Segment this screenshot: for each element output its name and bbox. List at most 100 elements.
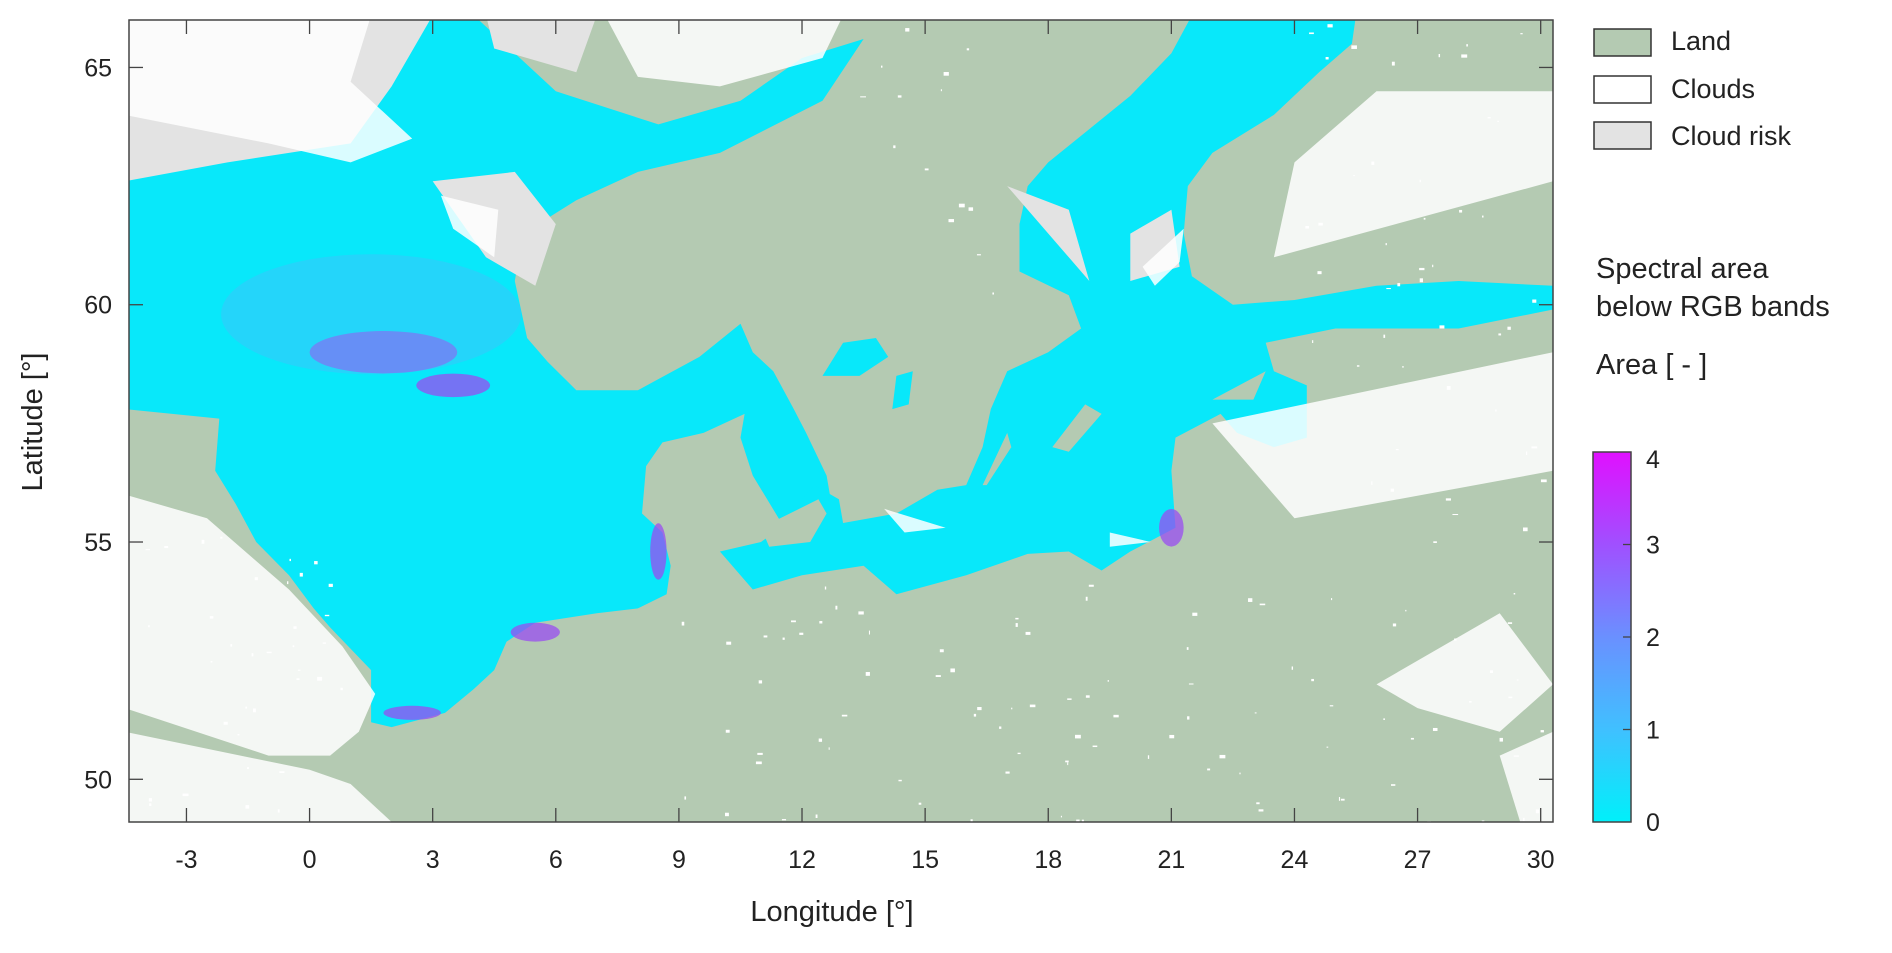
sea-region	[129, 20, 864, 728]
cloud-speck	[1256, 802, 1260, 805]
cloud-speck	[1499, 737, 1503, 742]
cloud-speck	[245, 805, 250, 809]
cloud-speck	[1397, 283, 1401, 287]
high-area-patch	[416, 373, 491, 398]
island	[1052, 404, 1102, 452]
island	[982, 432, 1012, 486]
cloud-region	[129, 20, 413, 163]
cloud-speck	[1508, 696, 1513, 699]
cloud-speck	[943, 72, 949, 76]
cloud-speck	[1327, 24, 1333, 28]
cloud-speck	[322, 642, 326, 644]
sea-region	[892, 371, 913, 410]
cloud-speck	[297, 669, 301, 671]
cloud-speck	[1523, 527, 1528, 532]
legend-label-clouds: Clouds	[1671, 74, 1755, 104]
legend: Land Clouds Cloud risk	[1593, 26, 1792, 151]
cloud-speck	[210, 661, 213, 663]
cloud-speck	[1329, 705, 1334, 707]
colorbar-label: Area [ - ]	[1596, 349, 1707, 381]
cloud-speck	[1239, 772, 1241, 775]
cloud-speck	[828, 747, 830, 750]
cloud-speck	[755, 761, 762, 765]
cloud-speck	[1446, 386, 1451, 390]
cloud-speck	[279, 771, 285, 773]
cloud-speck	[939, 649, 944, 653]
cloud-speck	[1085, 596, 1088, 601]
cloud-speck	[1466, 44, 1468, 47]
cloud-speck	[1075, 734, 1081, 739]
cloud-speck	[918, 802, 922, 805]
cloud-speck	[1535, 809, 1540, 814]
cloud-speck	[1067, 698, 1072, 700]
cloud-speck	[1461, 54, 1468, 58]
cloud-speck	[757, 752, 763, 755]
cloud-speck	[145, 549, 151, 551]
cloud-speck	[251, 653, 254, 657]
cloud-speck	[1219, 754, 1226, 759]
cloud-speck	[799, 632, 804, 635]
y-tick-label: 55	[84, 529, 112, 557]
cloud-speck	[1005, 771, 1010, 774]
cloud-speck	[1192, 612, 1198, 616]
cloud-speck	[977, 707, 982, 711]
high-area-patch	[309, 331, 458, 374]
cloud-speck	[1383, 718, 1385, 720]
cloud-region	[1142, 228, 1184, 286]
legend-label-cloud-risk: Cloud risk	[1671, 121, 1792, 151]
cloud-speck	[1410, 737, 1414, 740]
cloud-speck	[966, 48, 970, 51]
cloud-speck	[1025, 631, 1031, 635]
cloud-region	[1499, 731, 1553, 822]
x-tick-label: 3	[426, 846, 440, 874]
y-tick-label: 65	[84, 54, 112, 82]
legend-item-cloud-risk: Cloud risk	[1593, 121, 1792, 151]
cloud-speck	[340, 687, 343, 691]
cloud-speck	[1489, 670, 1494, 673]
cloud-speck	[1395, 448, 1399, 451]
cloud-speck	[1495, 409, 1497, 412]
cloud-speck	[328, 583, 333, 587]
cloud-speck	[970, 819, 973, 822]
cloud-speck	[1523, 817, 1525, 821]
cloud-speck	[220, 536, 223, 539]
colorbar-tick-label: 0	[1646, 809, 1660, 837]
cloud-speck	[819, 620, 823, 624]
cloud-speck	[860, 96, 866, 98]
cloud-speck	[684, 796, 687, 800]
cloud-region	[1109, 532, 1151, 547]
cloud-speck	[897, 95, 902, 98]
cloud-speck	[289, 558, 291, 562]
legend-swatch-cloud-risk	[1593, 121, 1652, 150]
cloud-speck	[815, 814, 818, 818]
cloud-speck	[763, 635, 768, 638]
colorbar-title-line1: Spectral area	[1596, 253, 1769, 285]
cloud-speck	[1498, 333, 1502, 336]
cloud-region	[1212, 352, 1553, 519]
legend-item-clouds: Clouds	[1593, 74, 1755, 104]
cloud-speck	[1029, 704, 1036, 708]
cloud-speck	[148, 625, 150, 628]
cloud-speck	[1516, 679, 1519, 681]
cloud-speck	[1305, 225, 1309, 229]
cloud-speck	[898, 779, 902, 782]
legend-swatch-clouds	[1593, 75, 1652, 104]
cloud-speck	[758, 680, 763, 684]
cloud-speck	[1356, 365, 1360, 367]
high-area-patch	[383, 705, 441, 720]
cloud-speck	[1291, 666, 1294, 670]
cloud-speck	[317, 676, 323, 681]
cloud-speck	[1432, 727, 1438, 731]
cloud-speck	[950, 668, 955, 673]
cloud-speck	[1254, 712, 1257, 714]
legend-label-land: Land	[1671, 26, 1731, 56]
cloud-speck	[973, 713, 977, 717]
cloud-speck	[1113, 714, 1119, 718]
cloud-speck	[1081, 819, 1084, 822]
cloud-speck	[1419, 179, 1421, 183]
cloud-speck	[1060, 815, 1062, 818]
cloud-speck	[976, 254, 981, 256]
cloud-speck	[266, 651, 272, 654]
cloud-speck	[1390, 488, 1395, 492]
cloud-speck	[293, 626, 297, 629]
